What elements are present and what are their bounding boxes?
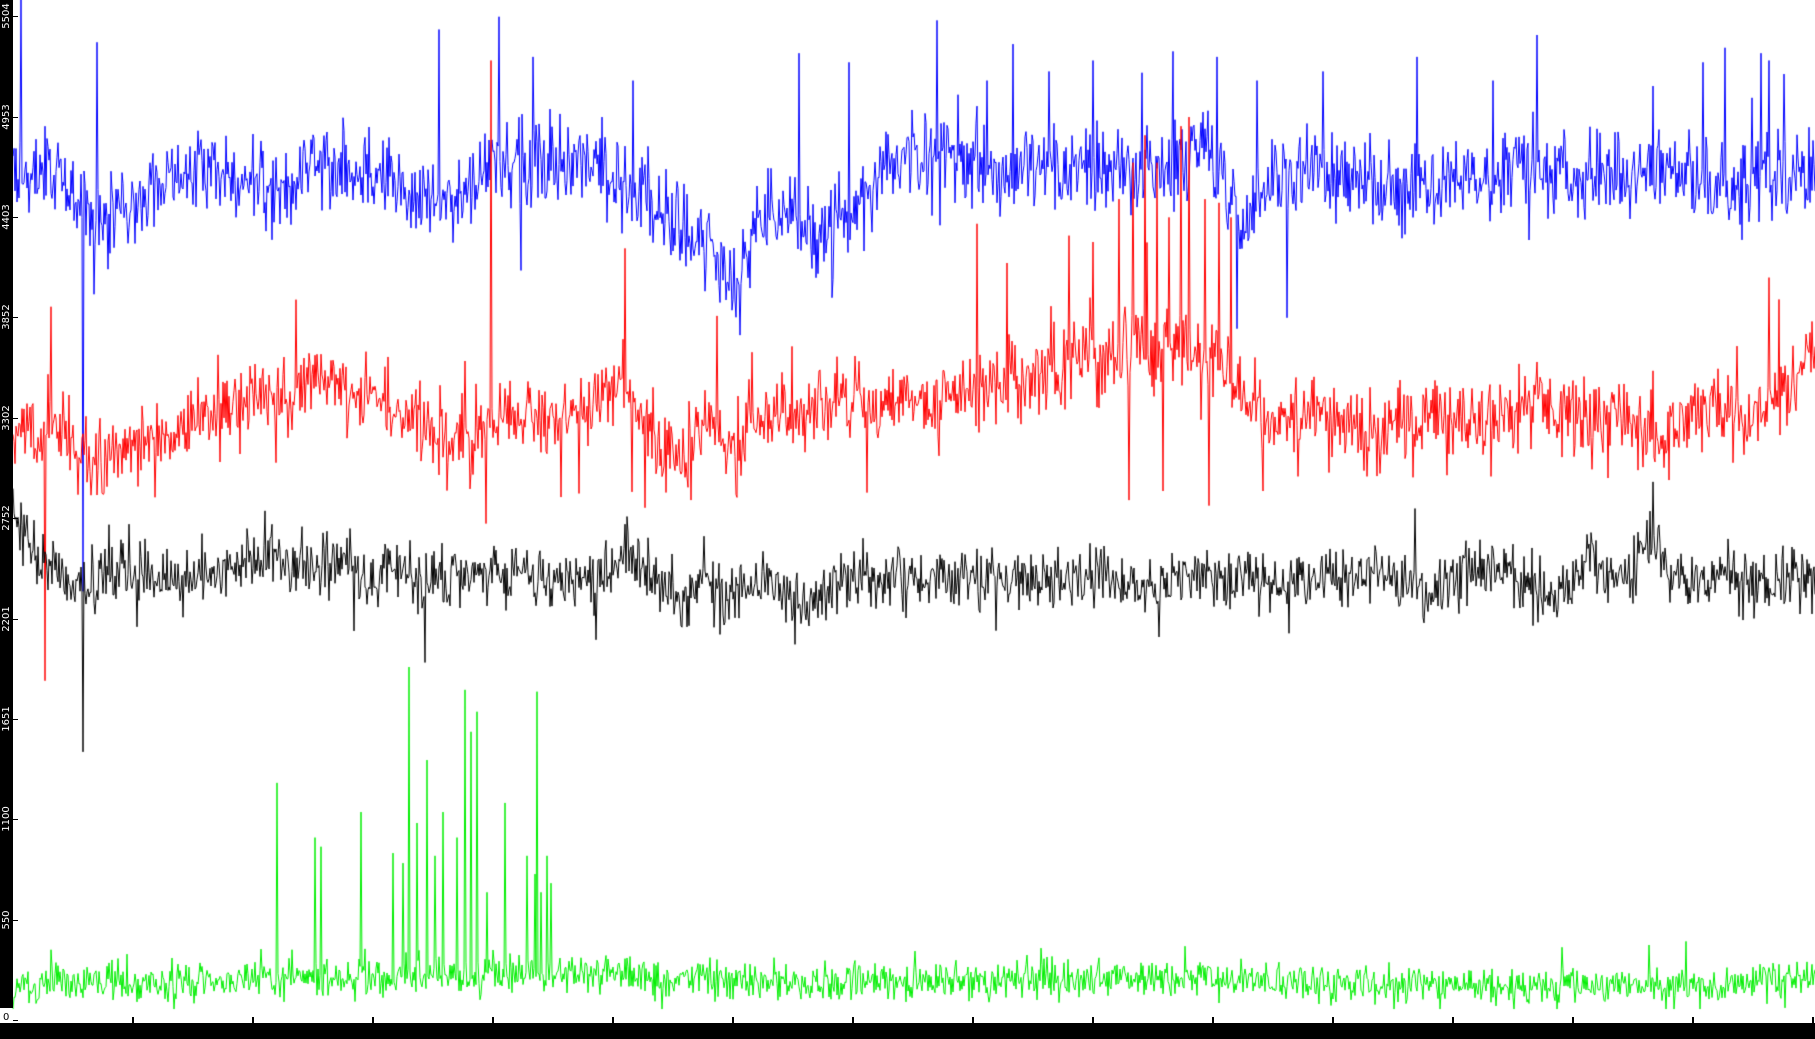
x-tick-mark	[1092, 1017, 1094, 1023]
y-tick-mark	[13, 217, 18, 218]
y-tick-label: 0	[3, 1012, 10, 1023]
x-tick-mark	[1332, 1017, 1334, 1023]
y-tick-mark	[13, 117, 18, 118]
y-tick-mark	[13, 719, 18, 720]
x-tick-mark	[252, 1017, 254, 1023]
y-tick-label: 4953	[1, 104, 12, 130]
x-tick-mark	[732, 1017, 734, 1023]
y-tick-label: 1100	[1, 806, 12, 832]
y-tick-mark	[13, 819, 18, 820]
y-tick-label: 5504	[1, 3, 12, 29]
y-tick-label: 3302	[1, 405, 12, 431]
y-tick-label: 3852	[1, 304, 12, 330]
x-tick-mark	[852, 1017, 854, 1023]
x-tick-mark	[1692, 1017, 1694, 1023]
x-tick-mark	[612, 1017, 614, 1023]
y-tick-mark	[13, 619, 18, 620]
y-tick-label: 4403	[1, 204, 12, 230]
x-tick-mark	[1212, 1017, 1214, 1023]
x-tick-mark	[972, 1017, 974, 1023]
y-axis-band: 550 1100 1651 2201 2752 3302 3852 4403 4953 5504	[0, 0, 13, 1008]
x-tick-mark	[1572, 1017, 1574, 1023]
y-tick-mark	[13, 920, 18, 921]
y-tick-mark	[13, 418, 18, 419]
x-axis-band: 14:0114:0214:0314:0414:0514:0614:0714:08…	[0, 1023, 1815, 1039]
x-tick-mark	[1452, 1017, 1454, 1023]
x-tick-mark	[1812, 1017, 1814, 1023]
y-tick-label: 2752	[1, 505, 12, 531]
y-tick-mark	[13, 1020, 18, 1021]
y-tick-label: 550	[1, 910, 12, 930]
y-tick-mark	[13, 518, 18, 519]
x-tick-mark	[492, 1017, 494, 1023]
y-tick-mark	[13, 317, 18, 318]
y-tick-label: 1651	[1, 706, 12, 732]
y-tick-label: 2201	[1, 606, 12, 632]
x-tick-mark	[132, 1017, 134, 1023]
x-tick-mark	[372, 1017, 374, 1023]
y-tick-mark	[13, 16, 18, 17]
